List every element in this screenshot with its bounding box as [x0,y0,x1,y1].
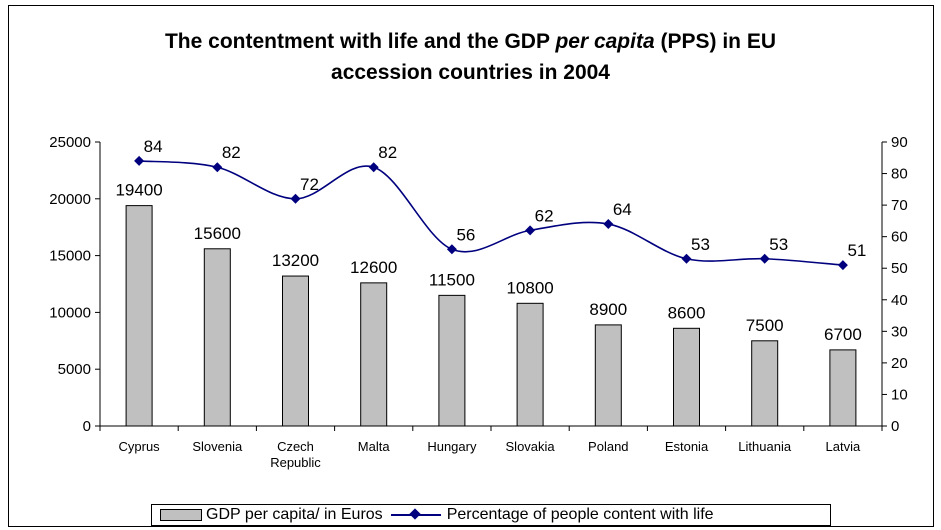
x-tick-label: Poland [588,439,628,454]
line-data-label: 56 [456,225,475,244]
y-left-tick-label: 10000 [49,304,91,321]
x-tick-label: Cyprus [119,439,161,454]
bar-data-label: 6700 [824,325,862,344]
bar-data-label: 12600 [350,258,397,277]
legend-swatch-line [390,509,441,521]
bar-data-label: 15600 [194,224,241,243]
y-left-tick-label: 25000 [49,134,91,151]
x-tick-label: Lithuania [738,439,792,454]
line-data-label: 53 [769,235,788,254]
line-point [290,193,301,204]
line-point [759,253,770,264]
chart-title-line2: accession countries in 2004 [331,61,610,84]
bar-data-label: 13200 [272,251,319,270]
chart-title: The contentment with life and the GDP pe… [0,26,941,88]
line-data-label: 82 [222,143,241,162]
x-tick-label: Republic [270,455,321,470]
legend-item-contentment: Percentage of people content with life [383,506,714,524]
line-point [837,260,848,271]
chart-title-text-end: (PPS) in EU [654,30,777,53]
bar [673,327,700,427]
y-left-tick-label: 0 [83,418,91,435]
x-tick-label: Slovakia [506,439,556,454]
y-right-tick-label: 20 [891,355,908,372]
bar [360,282,388,427]
line-point [212,162,223,173]
y-right-tick-label: 90 [891,134,908,151]
line-point [134,155,145,166]
bar [203,248,231,427]
bar-data-label: 19400 [115,181,162,200]
bar-data-label: 11500 [429,270,475,289]
bar [594,324,622,427]
line-point [446,244,457,255]
chart-title-italic: per capita [555,30,655,53]
bar-data-label: 7500 [746,316,784,335]
line-data-label: 62 [535,206,554,225]
line-point [603,219,614,230]
line-data-label: 51 [847,241,866,260]
bar [125,205,153,427]
x-tick-label: Malta [358,439,391,454]
legend-label-gdp: GDP per capita/ in Euros [206,506,383,523]
bar-data-label: 10800 [506,278,553,297]
bar [438,294,466,427]
y-left-tick-label: 20000 [49,191,91,208]
line-data-label: 72 [300,175,319,194]
x-tick-label: Slovenia [192,439,243,454]
line-point [681,253,692,264]
legend-swatch-bar [160,509,202,521]
bar-data-label: 8900 [589,300,627,319]
chart-title-text: The contentment with life and the GDP [164,30,556,53]
legend: GDP per capita/ in Euros Percentage of p… [151,504,831,526]
y-right-tick-label: 60 [891,229,908,246]
bar [282,275,309,427]
y-left-tick-label: 5000 [58,361,91,378]
line-data-label: 64 [613,200,632,219]
bar [751,340,779,427]
y-right-tick-label: 30 [891,323,908,340]
y-right-tick-label: 40 [891,292,908,309]
y-right-tick-label: 0 [891,418,899,435]
legend-item-gdp: GDP per capita/ in Euros [152,506,383,524]
x-tick-label: Hungary [427,439,477,454]
y-right-tick-label: 50 [891,260,908,277]
y-right-tick-label: 70 [891,197,908,214]
x-tick-label: Estonia [665,439,709,454]
line-data-label: 84 [144,137,163,156]
x-tick-label: Czech [277,439,314,454]
line-point [525,225,536,236]
chart-frame [8,5,934,527]
x-tick-label: Latvia [826,439,861,454]
bar [829,349,857,427]
line-series [139,160,843,266]
legend-label-contentment: Percentage of people content with life [446,506,714,523]
line-point [368,162,379,173]
bar-data-label: 8600 [668,303,706,322]
y-left-tick-label: 15000 [49,248,91,265]
y-right-tick-label: 10 [891,386,908,403]
y-right-tick-label: 80 [891,166,908,183]
line-data-label: 53 [691,235,710,254]
line-data-label: 82 [378,143,397,162]
bar [516,302,544,427]
